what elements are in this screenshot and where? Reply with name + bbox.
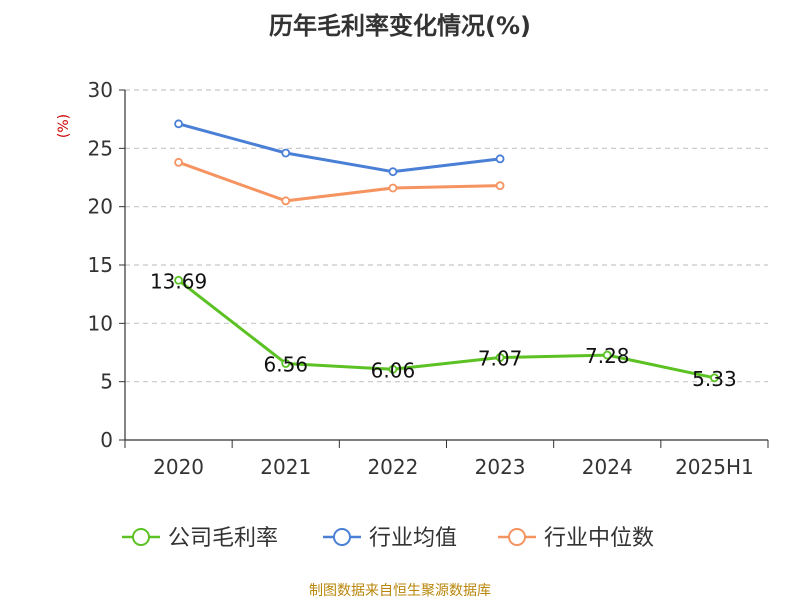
data-point (388, 183, 398, 193)
y-tick-label: 0 (100, 428, 113, 452)
source-note: 制图数据来自恒生聚源数据库 (309, 583, 491, 599)
x-tick-label: 2021 (260, 455, 311, 479)
series-line-0 (177, 279, 715, 380)
data-point (495, 181, 505, 191)
data-labels: 13.69 6.56 6.06 7.07 7.28 5.33 (150, 269, 737, 391)
series-lines (174, 119, 719, 383)
data-point (281, 359, 291, 368)
data-label: 7.07 (478, 347, 523, 371)
series-line-2 (178, 160, 501, 203)
legend-item-1: 行业均值 (323, 526, 457, 551)
legend-label: 行业中位数 (544, 526, 654, 551)
y-tick-label: 15 (88, 253, 113, 277)
data-point (495, 154, 505, 164)
chart-title: 历年毛利率变化情况(%) (269, 12, 531, 40)
data-point (710, 373, 719, 383)
x-tick-label: 2020 (153, 455, 204, 479)
data-label: 5.33 (692, 367, 737, 391)
data-point (388, 364, 398, 374)
axes: 0 5 10 15 20 25 30 (%) 2020 2021 2022 2023 2024 2025H… (56, 78, 769, 479)
legend-item-0: 公司毛利率 (122, 526, 278, 551)
legend-marker (508, 528, 526, 546)
legend-marker (333, 528, 351, 546)
y-tick-label: 20 (88, 195, 113, 219)
data-point (174, 119, 183, 129)
y-tick-label: 10 (88, 311, 113, 335)
data-label: 13.69 (150, 269, 207, 293)
y-axis-unit-label: (%) (56, 114, 72, 138)
data-point (602, 350, 612, 360)
y-tick-label: 30 (88, 78, 113, 102)
legend-label: 行业均值 (369, 526, 457, 551)
data-point (281, 196, 291, 206)
data-label: 6.06 (371, 358, 416, 382)
x-tick-label: 2022 (367, 455, 418, 479)
data-point (174, 275, 183, 285)
gridlines (125, 89, 768, 383)
legend: 公司毛利率 行业均值 行业中位数 (122, 526, 654, 551)
data-point (174, 157, 183, 167)
legend-marker (132, 528, 150, 546)
data-point (495, 353, 505, 362)
x-tick-label: 2023 (475, 455, 526, 479)
data-point (281, 148, 291, 158)
legend-item-2: 行业中位数 (498, 526, 654, 551)
legend-label: 公司毛利率 (168, 526, 278, 551)
series-line-1 (178, 122, 501, 174)
data-label: 7.28 (585, 344, 630, 368)
data-label: 6.56 (263, 352, 308, 376)
y-tick-label: 5 (100, 370, 113, 394)
data-point (388, 167, 398, 177)
x-tick-label: 2024 (582, 455, 633, 479)
y-tick-label: 25 (88, 136, 113, 160)
x-tick-label: 2025H1 (675, 455, 754, 479)
